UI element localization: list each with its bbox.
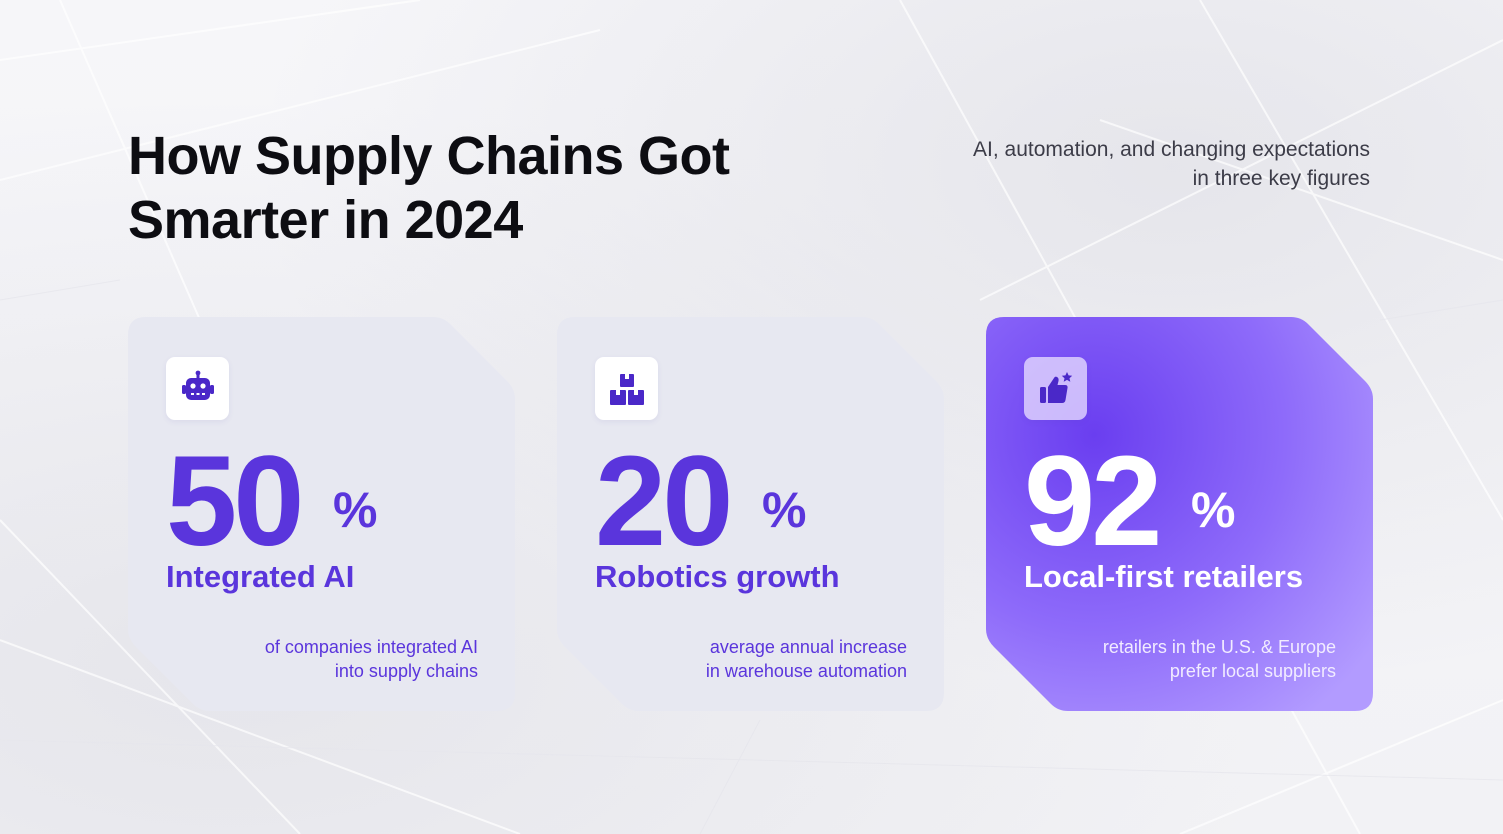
stat-label: Integrated AI bbox=[166, 559, 355, 594]
stat-percent-sign: % bbox=[1191, 482, 1236, 538]
stat-description-line-1: retailers in the U.S. & Europe bbox=[1102, 637, 1336, 657]
icon-badge bbox=[166, 357, 229, 420]
robot-icon bbox=[181, 370, 214, 400]
stat-label: Robotics growth bbox=[595, 559, 840, 594]
page-title: How Supply Chains Got Smarter in 2024 bbox=[128, 124, 828, 252]
stat-card-local-first-retailers: 92 % Local-first retailers retailers in … bbox=[986, 317, 1374, 711]
stat-label: Local-first retailers bbox=[1024, 559, 1304, 594]
thumbs-up-star-icon bbox=[1039, 371, 1072, 403]
stat-description-line-2: in warehouse automation bbox=[705, 661, 907, 681]
stat-card-integrated-ai: 50 % Integrated AI of companies integrat… bbox=[128, 317, 516, 711]
boxes-icon bbox=[609, 373, 644, 405]
stat-description-line-1: of companies integrated AI bbox=[264, 637, 478, 657]
title-line-1: How Supply Chains Got bbox=[128, 126, 730, 186]
stat-description-line-2: into supply chains bbox=[334, 661, 478, 681]
title-line-2: Smarter in 2024 bbox=[128, 190, 523, 250]
icon-badge bbox=[595, 357, 658, 420]
stat-description: retailers in the U.S. & Europe prefer lo… bbox=[1036, 635, 1336, 683]
stat-value: 20 bbox=[595, 430, 733, 573]
stat-description: of companies integrated AI into supply c… bbox=[178, 635, 478, 683]
page-subtitle: AI, automation, and changing expectation… bbox=[910, 135, 1370, 193]
subtitle-line-2: in three key figures bbox=[1192, 167, 1370, 190]
icon-badge bbox=[1024, 357, 1087, 420]
stat-percent-sign: % bbox=[762, 482, 807, 538]
stat-percent-sign: % bbox=[333, 482, 378, 538]
subtitle-line-1: AI, automation, and changing expectation… bbox=[973, 138, 1370, 161]
stat-card-robotics-growth: 20 % Robotics growth average annual incr… bbox=[557, 317, 945, 711]
stat-description-line-1: average annual increase bbox=[709, 637, 907, 657]
stat-value: 50 bbox=[166, 430, 304, 573]
stat-description-line-2: prefer local suppliers bbox=[1169, 661, 1336, 681]
stat-description: average annual increase in warehouse aut… bbox=[607, 635, 907, 683]
stat-value: 92 bbox=[1024, 430, 1162, 573]
